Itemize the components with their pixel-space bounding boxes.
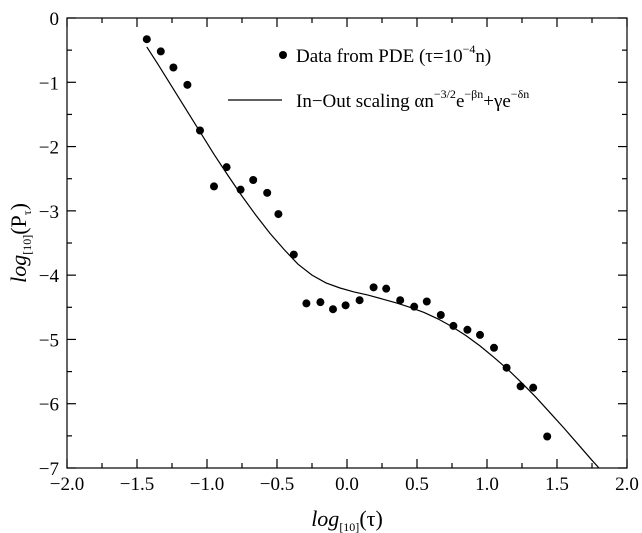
y-tick-label: −3: [39, 202, 59, 223]
data-point: [543, 432, 552, 441]
legend: Data from PDE (τ=10−4n) In−Out scaling α…: [228, 42, 529, 112]
data-point: [263, 188, 272, 197]
x-tick-label: −2.0: [50, 474, 84, 495]
data-point: [210, 182, 218, 191]
y-tick-label: 0: [50, 9, 60, 30]
fit-curve-line: [146, 46, 600, 469]
data-point: [196, 126, 204, 135]
data-point: [369, 283, 378, 292]
data-point: [289, 250, 298, 259]
x-axis-label: log[10](τ): [311, 506, 383, 533]
x-tick-label: 1.5: [545, 474, 569, 495]
data-point: [222, 163, 231, 172]
data-point: [316, 298, 325, 307]
y-tick-label: −6: [39, 395, 59, 416]
data-point: [249, 176, 258, 184]
data-point: [302, 299, 311, 308]
data-point: [142, 35, 151, 44]
data-point: [463, 325, 472, 334]
data-point: [476, 330, 484, 339]
axis-tick-labels: −2.0 −1.5 −1.0 −0.5 0.0 0.5 1.0 1.5 2.0 0 −1 −2 −3 −4…: [39, 9, 639, 495]
data-point: [341, 301, 350, 310]
legend-label-data: Data from PDE (τ=10−4n): [296, 42, 491, 67]
x-tick-label: 0.5: [405, 474, 429, 495]
data-point: [396, 296, 405, 305]
legend-marker-data: [279, 51, 287, 59]
data-point: [183, 80, 192, 89]
y-tick-label: −5: [39, 330, 59, 351]
data-point: [274, 210, 283, 219]
data-point: [449, 321, 458, 330]
x-tick-label: −1.5: [120, 474, 154, 495]
data-point: [236, 185, 245, 194]
axis-ticks: [66, 17, 628, 469]
data-point: [436, 311, 445, 319]
data-point: [329, 305, 337, 314]
x-tick-label: 0.0: [335, 474, 359, 495]
y-tick-label: −1: [39, 73, 59, 94]
data-point: [355, 296, 364, 305]
y-tick-label: −2: [39, 138, 59, 159]
data-point: [410, 302, 419, 311]
plot-frame: [66, 17, 628, 469]
x-tick-label: −0.5: [260, 474, 294, 495]
legend-label-fit: In−Out scaling αn−3/2e−βn+γe−δn: [296, 87, 529, 112]
data-point: [516, 382, 525, 391]
y-tick-label: −7: [39, 459, 59, 480]
y-tick-label: −4: [39, 266, 60, 287]
data-point: [529, 383, 538, 392]
y-axis-label: log[10](Pτ): [6, 203, 34, 283]
data-point: [169, 63, 178, 72]
x-tick-label: −1.0: [190, 474, 224, 495]
x-tick-label: 1.0: [475, 474, 499, 495]
data-points: [142, 35, 552, 441]
data-point: [156, 47, 165, 56]
data-point: [382, 284, 391, 293]
data-point: [422, 297, 431, 306]
x-tick-label: 2.0: [615, 474, 639, 495]
data-point: [502, 363, 511, 372]
data-point: [490, 343, 498, 352]
